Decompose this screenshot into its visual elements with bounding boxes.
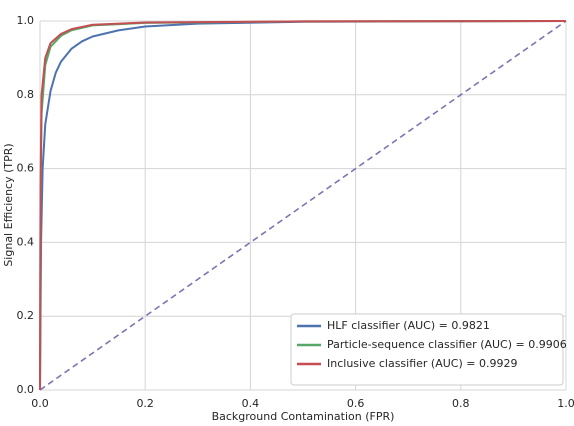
x-tick-label: 0.6 xyxy=(347,397,365,410)
x-tick-label: 0.8 xyxy=(452,397,470,410)
legend-box xyxy=(290,313,564,386)
x-tick-label: 0.0 xyxy=(31,397,49,410)
y-tick-label: 0.0 xyxy=(17,383,35,396)
x-axis-label: Background Contamination (FPR) xyxy=(212,410,395,423)
legend-label: Inclusive classifier (AUC) = 0.9929 xyxy=(327,357,517,370)
legend: HLF classifier (AUC) = 0.9821 Particle-se… xyxy=(290,313,567,386)
x-tick-label: 0.4 xyxy=(242,397,260,410)
legend-label: HLF classifier (AUC) = 0.9821 xyxy=(327,319,490,332)
y-tick-label: 0.8 xyxy=(17,88,35,101)
x-tick-label: 1.0 xyxy=(557,397,574,410)
y-tick-label: 0.6 xyxy=(17,162,35,175)
legend-label: Particle-sequence classifier (AUC) = 0.9… xyxy=(327,338,567,351)
y-axis-label: Signal Efficiency (TPR) xyxy=(2,143,15,266)
roc-curve xyxy=(39,20,567,391)
x-tick-label: 0.2 xyxy=(136,397,154,410)
y-tick-label: 1.0 xyxy=(17,14,35,27)
y-tick-label: 0.4 xyxy=(17,235,35,248)
y-tick-label: 0.2 xyxy=(17,309,35,322)
roc-curve xyxy=(39,20,567,391)
reference-line xyxy=(39,20,567,391)
